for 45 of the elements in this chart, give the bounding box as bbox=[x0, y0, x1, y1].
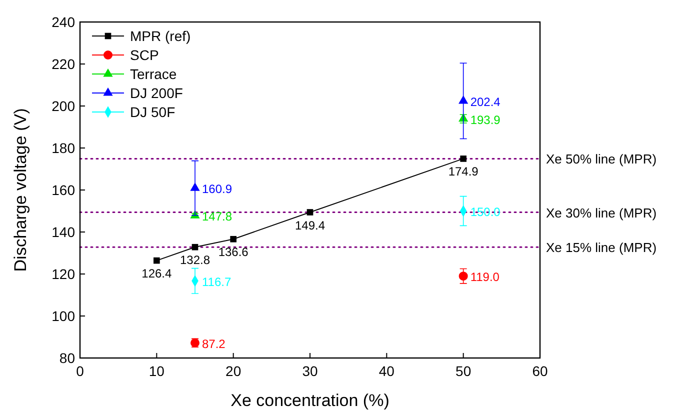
point bbox=[306, 209, 314, 216]
y-tick-label: 100 bbox=[52, 308, 76, 324]
ref-line-label: Xe 50% line (MPR) bbox=[546, 152, 657, 167]
point bbox=[458, 272, 468, 281]
y-tick-label: 120 bbox=[52, 266, 76, 282]
y-tick-label: 80 bbox=[59, 350, 76, 366]
legend-label: Terrace bbox=[130, 66, 177, 82]
data-label: 119.0 bbox=[470, 270, 500, 284]
x-tick-label: 0 bbox=[76, 363, 84, 379]
legend-label: SCP bbox=[130, 47, 159, 63]
point bbox=[154, 257, 160, 264]
ref-line-label: Xe 30% line (MPR) bbox=[546, 205, 657, 220]
data-label: 116.7 bbox=[202, 274, 232, 289]
point bbox=[230, 236, 236, 242]
data-label: 87.2 bbox=[202, 336, 226, 351]
data-label: 150.0 bbox=[470, 205, 501, 219]
y-axis-title: Discharge voltage (V) bbox=[11, 108, 30, 272]
y-tick-label: 220 bbox=[52, 56, 76, 72]
y-tick-label: 200 bbox=[52, 98, 76, 114]
y-tick-label: 240 bbox=[52, 14, 76, 30]
x-tick-label: 30 bbox=[302, 363, 318, 379]
data-label: 202.4 bbox=[470, 94, 501, 109]
x-tick-label: 50 bbox=[456, 363, 472, 379]
data-label: 149.4 bbox=[294, 218, 326, 232]
data-label: 174.9 bbox=[448, 164, 479, 179]
y-tick-label: 140 bbox=[52, 224, 76, 240]
x-tick-label: 20 bbox=[226, 363, 242, 379]
data-label: 126.4 bbox=[142, 266, 172, 281]
x-axis-title: Xe concentration (%) bbox=[230, 391, 390, 410]
x-tick-label: 40 bbox=[378, 363, 395, 379]
data-label: 136.6 bbox=[218, 245, 249, 260]
legend-label: DJ 200F bbox=[130, 85, 183, 101]
ref-line-label: Xe 15% line (MPR) bbox=[546, 240, 657, 256]
data-label: 132.8 bbox=[180, 253, 210, 268]
x-tick-label: 10 bbox=[148, 363, 165, 379]
data-label: 193.9 bbox=[470, 112, 501, 127]
legend-label: MPR (ref) bbox=[130, 28, 191, 44]
point bbox=[460, 156, 466, 162]
y-tick-label: 160 bbox=[52, 182, 76, 198]
y-tick-label: 180 bbox=[52, 140, 76, 156]
x-tick-label: 60 bbox=[532, 363, 548, 379]
data-label: 147.8 bbox=[202, 210, 232, 224]
point bbox=[192, 244, 198, 250]
data-label: 160.9 bbox=[202, 182, 232, 196]
legend-label: DJ 50F bbox=[130, 104, 176, 120]
